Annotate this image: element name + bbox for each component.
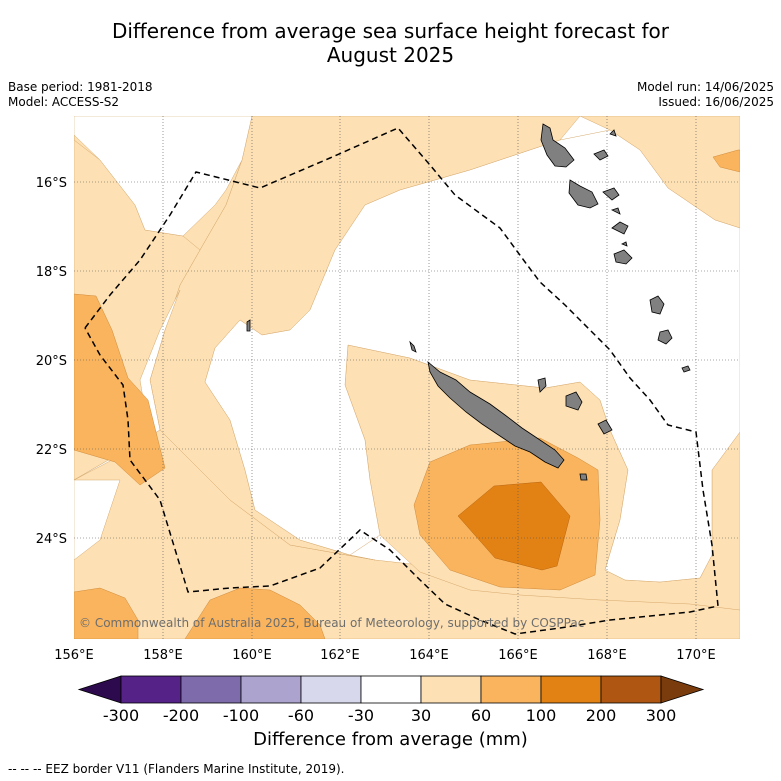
colorbar: -300 -200 -100 -60 -30 30 60 100 200 300 xyxy=(77,675,705,725)
gridlines xyxy=(74,116,740,639)
vanuatu-small-3 xyxy=(621,241,628,247)
colorbar-tick-label: 100 xyxy=(526,706,557,725)
map-panel: © Commonwealth of Australia 2025, Bureau… xyxy=(74,116,740,639)
colorbar-tick-label: 300 xyxy=(646,706,677,725)
colorbar-tick-label: 60 xyxy=(471,706,491,725)
contour-60-100-northeast xyxy=(712,149,740,173)
colorbar-segment xyxy=(600,675,662,704)
new-caledonia-island xyxy=(427,360,565,469)
colorbar-tick-label: 200 xyxy=(586,706,617,725)
colorbar-segment xyxy=(480,675,542,704)
colorbar-extend-low xyxy=(77,675,122,704)
eez-legend-text: -- -- -- EEZ border V11 (Flanders Marine… xyxy=(8,762,345,776)
lon-tick-166: 166°E xyxy=(498,648,538,663)
copyright-text: © Commonwealth of Australia 2025, Bureau… xyxy=(79,616,584,630)
vanuatu-small-1 xyxy=(609,129,617,137)
vanuatu-island-2 xyxy=(568,179,599,209)
vanuatu-tanna xyxy=(613,249,633,265)
matthew-island xyxy=(649,295,665,315)
colorbar-segment xyxy=(300,675,362,704)
vanuatu-island-4 xyxy=(602,187,620,201)
meta-right: Model run: 14/06/2025 Issued: 16/06/2025 xyxy=(637,80,774,110)
colorbar-segment xyxy=(120,675,182,704)
contour-100-200 xyxy=(457,481,571,571)
contour-60-100-south2 xyxy=(184,587,326,639)
colorbar-tick-label: -300 xyxy=(103,706,139,725)
contour-below-30-southwest xyxy=(74,479,121,561)
lat-tick-20: 20°S xyxy=(36,354,67,369)
vanuatu-espiritu-santo xyxy=(540,123,575,168)
lon-tick-170: 170°E xyxy=(676,648,716,663)
colorbar-segment xyxy=(240,675,302,704)
colorbar-tick-label: -200 xyxy=(163,706,199,725)
lon-tick-162: 162°E xyxy=(320,648,360,663)
colorbar-label: Difference from average (mm) xyxy=(253,729,528,750)
hunter-island xyxy=(657,329,673,345)
lon-tick-labels: 156°E 158°E 160°E 162°E 164°E 166°E 168°… xyxy=(54,648,716,663)
isle-of-pines xyxy=(579,473,588,481)
loyalty-lifou xyxy=(565,391,583,411)
lon-tick-158: 158°E xyxy=(143,648,183,663)
colorbar-segment xyxy=(180,675,242,704)
map-title: Difference from average sea surface heig… xyxy=(0,19,781,67)
base-period-text: Base period: 1981-2018 xyxy=(8,80,153,94)
issued-text: Issued: 16/06/2025 xyxy=(658,95,774,109)
eez-border xyxy=(84,127,719,635)
belep-islands xyxy=(409,340,417,353)
vanuatu-efate xyxy=(611,221,629,235)
colorbar-tick-label: 30 xyxy=(411,706,431,725)
lon-tick-156: 156°E xyxy=(54,648,94,663)
small-islet-east xyxy=(681,365,691,373)
model-text: Model: ACCESS-S2 xyxy=(8,95,120,109)
title-line-1: Difference from average sea surface heig… xyxy=(111,19,670,43)
contour-60-100-south xyxy=(74,587,139,639)
loyalty-ouvea xyxy=(537,377,547,393)
colorbar-extend-high xyxy=(660,675,705,704)
colorbar-segment xyxy=(420,675,482,704)
colorbar-segment xyxy=(540,675,602,704)
land-masses xyxy=(246,123,691,481)
meta-left: Base period: 1981-2018 Model: ACCESS-S2 xyxy=(8,80,153,110)
title-line-2: August 2025 xyxy=(326,43,455,67)
lat-tick-16: 16°S xyxy=(36,176,67,191)
vanuatu-island-3 xyxy=(593,149,609,161)
lat-tick-24: 24°S xyxy=(36,532,67,547)
colorbar-segment xyxy=(360,675,422,704)
chesterfield-islet xyxy=(246,319,251,332)
contour-60-100-west xyxy=(74,293,166,486)
lon-tick-160: 160°E xyxy=(232,648,272,663)
lon-tick-168: 168°E xyxy=(587,648,627,663)
lat-tick-18: 18°S xyxy=(36,265,67,280)
colorbar-tick-label: -60 xyxy=(288,706,314,725)
loyalty-mare xyxy=(597,419,613,435)
lat-tick-labels: 16°S 18°S 20°S 22°S 24°S xyxy=(36,176,67,547)
lon-tick-164: 164°E xyxy=(409,648,449,663)
lat-tick-22: 22°S xyxy=(36,443,67,458)
colorbar-tick-label: -30 xyxy=(348,706,374,725)
colorbar-tick-label: -100 xyxy=(223,706,259,725)
vanuatu-small-2 xyxy=(610,207,621,215)
model-run-text: Model run: 14/06/2025 xyxy=(636,80,774,94)
contour-below-30-central xyxy=(204,129,740,583)
